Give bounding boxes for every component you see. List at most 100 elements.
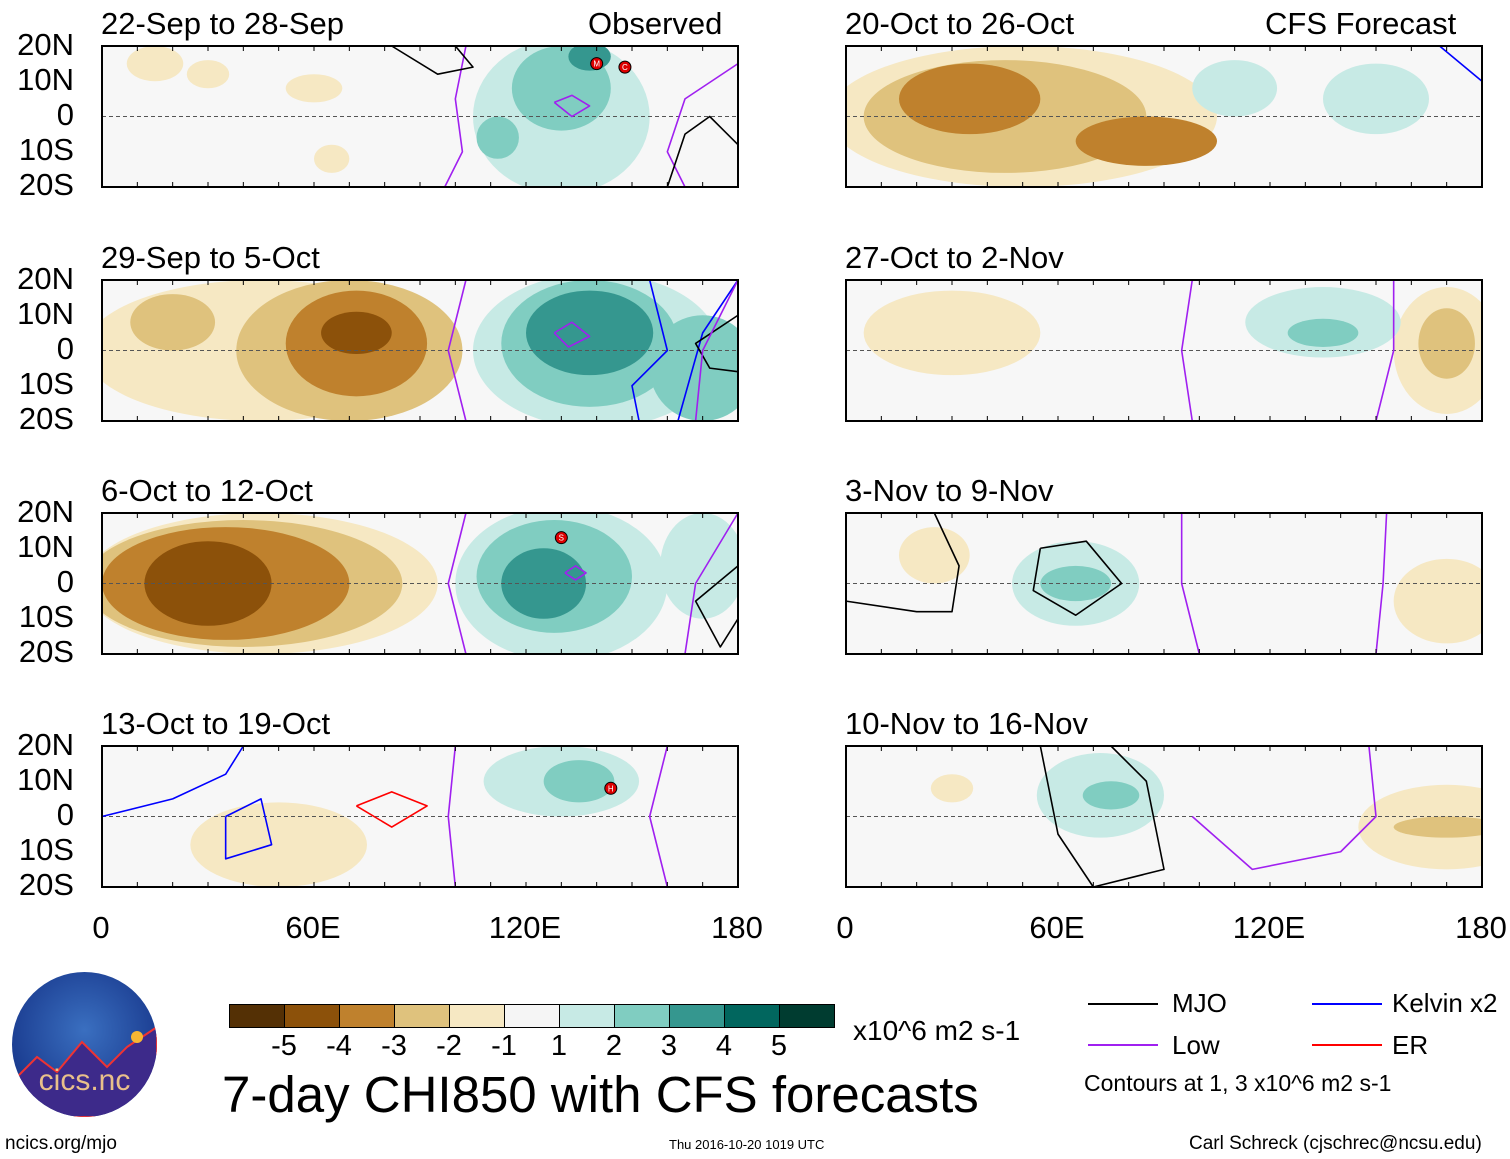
anomaly-shading — [1192, 60, 1278, 117]
map-panel: H — [101, 745, 739, 888]
colorbar-tick-label: 1 — [550, 1030, 568, 1062]
svg-text:S: S — [559, 534, 564, 543]
anomaly-shading — [130, 294, 216, 351]
tropical-cyclone-icon: M — [590, 57, 604, 71]
anomaly-shading — [314, 144, 350, 173]
anomaly-shading — [126, 46, 184, 82]
legend-kelvin: Kelvin x2 — [1392, 988, 1498, 1018]
map-panel — [845, 745, 1510, 888]
legend-kelvin-line — [1312, 1003, 1382, 1005]
legend-mjo-line — [1088, 1003, 1158, 1005]
anomaly-shading — [190, 802, 367, 887]
map-panel — [845, 512, 1500, 655]
colorbar-tick-label: -5 — [271, 1030, 297, 1062]
lat-tick-label: 10N — [17, 529, 74, 564]
anomaly-shading — [899, 527, 970, 584]
colorbar-tick-label: 3 — [660, 1030, 678, 1062]
low-contour — [447, 745, 457, 888]
lat-tick-label: 20S — [18, 867, 74, 902]
mjo-contour — [666, 115, 739, 188]
colorbar-swatch — [615, 1005, 670, 1027]
colorbar-swatch — [505, 1005, 560, 1027]
anomaly-shading — [543, 760, 615, 803]
colorbar-swatch — [780, 1005, 834, 1027]
colorbar-swatch — [560, 1005, 615, 1027]
lat-tick-label: 0 — [56, 331, 74, 366]
panel-title: 6-Oct to 12-Oct — [101, 473, 313, 508]
kelvin-contour — [1439, 45, 1483, 82]
low-contour — [684, 512, 739, 655]
anomaly-shading — [1418, 308, 1475, 379]
map-panel — [84, 272, 756, 429]
mjo-contour — [845, 512, 960, 613]
lon-tick-label: 60E — [285, 910, 341, 945]
lat-tick-label: 20N — [17, 27, 74, 62]
observed-label: Observed — [588, 6, 723, 41]
panel-title: 27-Oct to 2-Nov — [845, 240, 1064, 275]
colorbar-tick-label: 2 — [605, 1030, 623, 1062]
figure-title: 7-day CHI850 with CFS forecasts — [222, 1066, 979, 1123]
colorbar-swatch — [670, 1005, 725, 1027]
svg-text:M: M — [593, 60, 600, 69]
low-contour — [564, 565, 587, 581]
lon-tick-label: 180 — [1455, 910, 1507, 945]
low-contour — [648, 745, 669, 888]
anomaly-shading — [1393, 558, 1500, 644]
low-contour — [666, 62, 739, 188]
colorbar-tick-label: -1 — [491, 1030, 517, 1062]
er-contour — [355, 791, 428, 828]
svg-text:H: H — [608, 784, 614, 793]
colorbar-tick-label: 5 — [770, 1030, 788, 1062]
lat-tick-label: 0 — [56, 797, 74, 832]
kelvin-contour — [631, 279, 669, 422]
panel-title: 10-Nov to 16-Nov — [845, 706, 1088, 741]
contours-note: Contours at 1, 3 x10^6 m2 s-1 — [1084, 1070, 1392, 1096]
low-contour — [1180, 279, 1194, 422]
map-panel — [845, 279, 1500, 422]
colorbar-swatch — [450, 1005, 505, 1027]
anomaly-shading — [1075, 116, 1217, 166]
lat-tick-label: 20N — [17, 494, 74, 529]
colorbar-swatch — [395, 1005, 450, 1027]
lat-tick-label: 10N — [17, 296, 74, 331]
anomaly-shading — [930, 774, 974, 803]
lat-tick-label: 10N — [17, 762, 74, 797]
colorbar-swatch — [285, 1005, 340, 1027]
mjo-contour — [694, 565, 739, 648]
lat-tick-label: 10S — [18, 832, 74, 867]
legend-er: ER — [1392, 1030, 1429, 1060]
anomaly-shading — [1040, 565, 1111, 602]
tropical-cyclone-icon: H — [604, 781, 618, 795]
low-contour — [1375, 512, 1388, 655]
anomaly-shading — [321, 311, 392, 355]
anomaly-shading — [1323, 63, 1429, 135]
colorbar-tick-label: 4 — [715, 1030, 733, 1062]
low-contour — [553, 321, 591, 348]
low-contour — [694, 279, 739, 422]
legend-low: Low — [1172, 1030, 1220, 1060]
author: Carl Schreck (cjschrec@ncsu.edu) — [1189, 1133, 1482, 1154]
anomaly-shading — [899, 63, 1041, 135]
lon-tick-label: 0 — [836, 910, 854, 945]
map-panel: S — [84, 505, 746, 662]
low-contour — [1180, 513, 1201, 655]
lat-tick-label: 10S — [18, 599, 74, 634]
colorbar-tick-label: -4 — [326, 1030, 352, 1062]
lat-tick-label: 20S — [18, 634, 74, 669]
panel-title: 13-Oct to 19-Oct — [101, 706, 331, 741]
tropical-cyclone-icon: C — [618, 60, 632, 74]
lon-tick-label: 120E — [1232, 910, 1306, 945]
lat-tick-label: 10N — [17, 62, 74, 97]
anomaly-shading — [1082, 781, 1140, 810]
low-contour — [447, 512, 467, 655]
lon-tick-label: 0 — [92, 910, 110, 945]
anomaly-shading — [1393, 816, 1500, 838]
lon-tick-label: 60E — [1029, 910, 1085, 945]
svg-text:C: C — [622, 63, 628, 72]
colorbar-units: x10^6 m2 s-1 — [853, 1015, 1021, 1046]
low-contour — [1191, 745, 1377, 871]
lat-tick-label: 0 — [56, 564, 74, 599]
ncics-link[interactable]: ncics.org/mjo — [5, 1133, 117, 1154]
lat-tick-label: 10S — [18, 132, 74, 167]
